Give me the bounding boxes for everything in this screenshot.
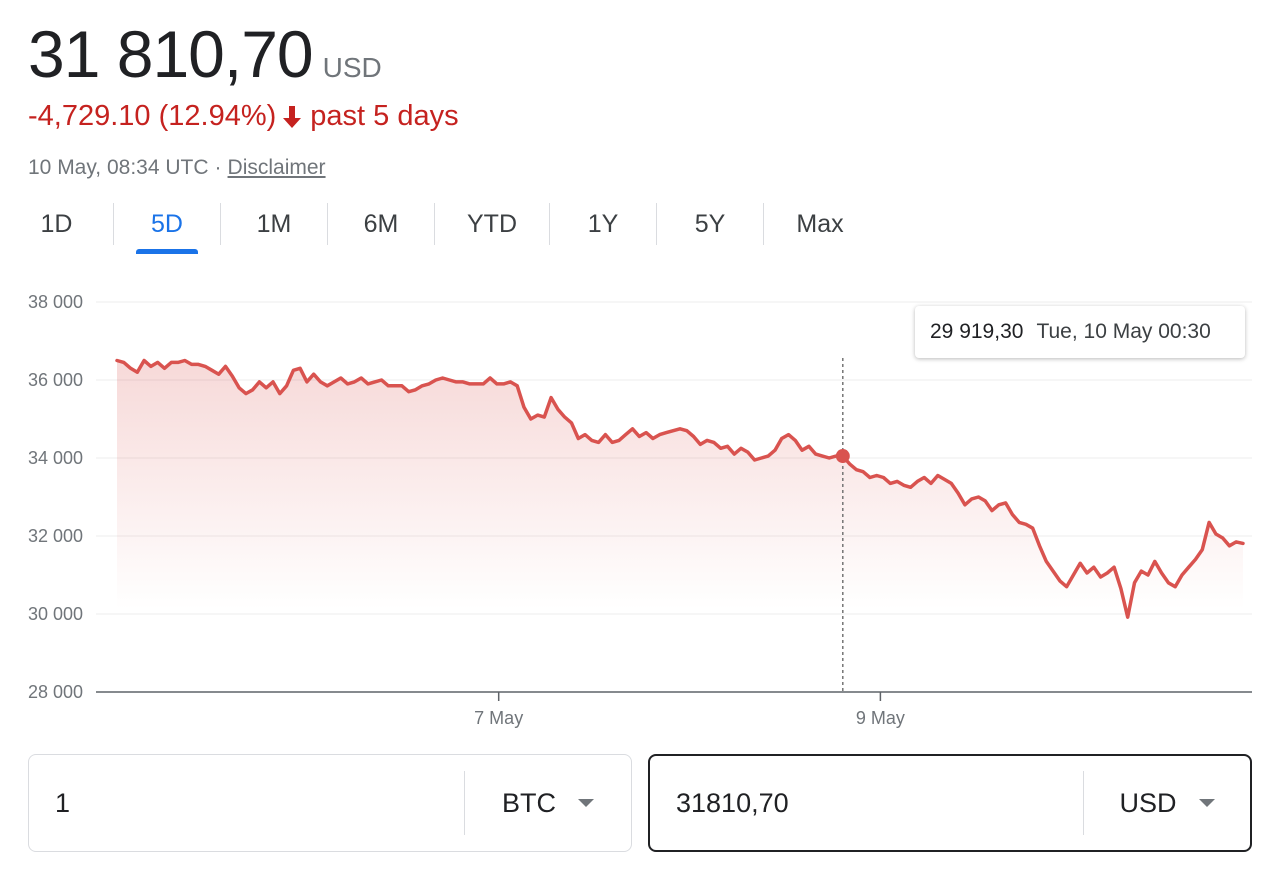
dropdown-caret-icon [578, 799, 594, 807]
y-tick-label: 36 000 [28, 370, 83, 390]
arrow-down-icon [280, 104, 304, 130]
to-amount-input[interactable] [650, 772, 1083, 834]
price-currency: USD [322, 52, 382, 83]
field-divider [1083, 771, 1084, 835]
chart-tooltip: 29 919,30 Tue, 10 May 00:30 [915, 306, 1245, 358]
to-currency-select[interactable]: USD [1084, 788, 1250, 819]
from-currency-label: BTC [502, 787, 556, 818]
x-tick-label: 7 May [474, 708, 523, 728]
from-amount-input[interactable] [29, 772, 464, 834]
tab-1m[interactable]: 1M [256, 209, 292, 238]
to-currency-label: USD [1119, 787, 1177, 818]
dropdown-caret-icon [1198, 799, 1215, 807]
timestamp: 10 May, 08:34 UTC [28, 156, 209, 179]
meta-separator: · [214, 156, 222, 179]
change-period: past 5 days [310, 100, 459, 132]
tab-1y[interactable]: 1Y [587, 209, 619, 238]
field-divider [464, 771, 465, 835]
tab-divider [113, 203, 114, 245]
tab-6m[interactable]: 6M [363, 209, 399, 238]
price-area [117, 360, 1243, 692]
tab-divider [549, 203, 550, 245]
tab-max[interactable]: Max [796, 209, 844, 238]
tab-divider [763, 203, 764, 245]
y-tick-label: 30 000 [28, 604, 83, 624]
current-price: 31 810,70 [28, 17, 314, 91]
price-meta: 10 May, 08:34 UTC · Disclaimer [28, 156, 326, 180]
price-change: -4,729.10 (12.94%) past 5 days [28, 100, 459, 133]
tooltip-value: 29 919,30 [930, 320, 1024, 343]
y-tick-label: 38 000 [28, 292, 83, 312]
tooltip-date: Tue, 10 May 00:30 [1036, 320, 1211, 343]
price-header: 31 810,70 USD [28, 14, 382, 94]
change-value: -4,729.10 (12.94%) [28, 100, 277, 132]
tab-1d[interactable]: 1D [40, 209, 73, 238]
tab-divider [327, 203, 328, 245]
tab-divider [434, 203, 435, 245]
y-tick-label: 28 000 [28, 682, 83, 702]
price-line [115, 358, 1245, 619]
highlight-point [835, 449, 850, 464]
tab-ytd[interactable]: YTD [467, 209, 517, 238]
from-currency-select[interactable]: BTC [465, 788, 631, 819]
converter-from: BTC [28, 754, 632, 852]
range-tabs: 1D 5D 1M 6M YTD 1Y 5Y Max [0, 202, 876, 254]
y-tick-label: 34 000 [28, 448, 83, 468]
tab-divider [220, 203, 221, 245]
y-tick-label: 32 000 [28, 526, 83, 546]
tab-5d[interactable]: 5D [114, 202, 220, 254]
disclaimer-link[interactable]: Disclaimer [227, 156, 326, 179]
tab-divider [656, 203, 657, 245]
converter-to: USD [648, 754, 1252, 852]
x-tick-label: 9 May [856, 708, 905, 728]
tab-5y[interactable]: 5Y [694, 209, 726, 238]
